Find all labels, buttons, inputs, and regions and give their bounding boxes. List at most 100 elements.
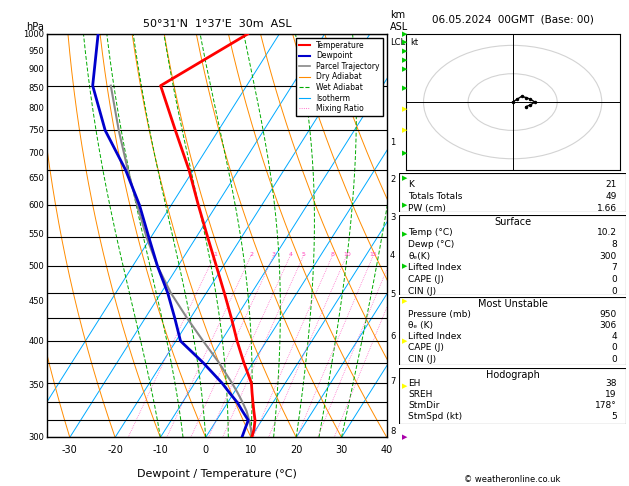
- Text: K: K: [408, 180, 415, 189]
- Text: ▶: ▶: [402, 57, 407, 63]
- Text: 950: 950: [599, 310, 617, 319]
- Text: 3: 3: [390, 213, 396, 222]
- Text: 1: 1: [213, 252, 217, 257]
- Text: ▶: ▶: [402, 151, 407, 156]
- Text: Surface: Surface: [494, 217, 532, 227]
- Text: ▶: ▶: [402, 66, 407, 72]
- Text: 2: 2: [249, 252, 253, 257]
- Text: 1000: 1000: [23, 30, 44, 38]
- Text: Totals Totals: Totals Totals: [408, 191, 463, 201]
- Text: CIN (J): CIN (J): [408, 287, 437, 295]
- Text: -20: -20: [107, 445, 123, 455]
- Text: 38: 38: [605, 379, 617, 388]
- Text: © weatheronline.co.uk: © weatheronline.co.uk: [464, 474, 561, 484]
- Text: 20: 20: [290, 445, 303, 455]
- Text: 0: 0: [611, 344, 617, 352]
- Text: km
ASL: km ASL: [390, 10, 408, 32]
- Text: 306: 306: [599, 321, 617, 330]
- Text: SREH: SREH: [408, 390, 433, 399]
- Text: 7: 7: [390, 377, 396, 385]
- Text: kt: kt: [410, 38, 418, 47]
- Text: ▶: ▶: [402, 31, 407, 37]
- Text: CAPE (J): CAPE (J): [408, 275, 444, 284]
- Text: Lifted Index: Lifted Index: [408, 332, 462, 341]
- Text: 0: 0: [611, 287, 617, 295]
- Legend: Temperature, Dewpoint, Parcel Trajectory, Dry Adiabat, Wet Adiabat, Isotherm, Mi: Temperature, Dewpoint, Parcel Trajectory…: [296, 38, 383, 116]
- Text: 8: 8: [390, 427, 396, 436]
- Text: 1: 1: [390, 138, 395, 147]
- Text: EH: EH: [408, 379, 421, 388]
- Text: 178°: 178°: [595, 401, 617, 410]
- Text: 900: 900: [28, 65, 44, 74]
- Text: ▶: ▶: [402, 175, 407, 181]
- Text: Lifted Index: Lifted Index: [408, 263, 462, 272]
- Text: ▶: ▶: [402, 298, 407, 305]
- Text: 4: 4: [289, 252, 292, 257]
- Text: 8: 8: [611, 240, 617, 249]
- Text: 350: 350: [28, 381, 44, 390]
- Text: 10.2: 10.2: [597, 228, 617, 238]
- Text: 2: 2: [390, 175, 395, 184]
- Text: 25: 25: [404, 252, 413, 257]
- Text: ▶: ▶: [402, 383, 407, 389]
- Text: θₑ(K): θₑ(K): [408, 252, 431, 260]
- Text: CIN (J): CIN (J): [408, 355, 437, 364]
- Text: 300: 300: [599, 252, 617, 260]
- Text: 15: 15: [370, 252, 377, 257]
- Text: ▶: ▶: [402, 48, 407, 54]
- Text: 30: 30: [335, 445, 348, 455]
- Text: 700: 700: [28, 149, 44, 158]
- Text: PW (cm): PW (cm): [408, 204, 447, 212]
- FancyBboxPatch shape: [399, 215, 626, 295]
- Text: ▶: ▶: [402, 338, 407, 344]
- Text: ▶: ▶: [402, 86, 407, 91]
- Text: ▶: ▶: [402, 434, 407, 440]
- Text: ▶: ▶: [402, 106, 407, 112]
- Text: StmDir: StmDir: [408, 401, 440, 410]
- Text: 5: 5: [302, 252, 306, 257]
- Text: ▶: ▶: [402, 231, 407, 237]
- Text: 500: 500: [28, 262, 44, 271]
- Text: 300: 300: [28, 433, 44, 442]
- Text: 850: 850: [28, 84, 44, 93]
- Text: 0: 0: [611, 355, 617, 364]
- Text: 4: 4: [611, 332, 617, 341]
- Text: 06.05.2024  00GMT  (Base: 00): 06.05.2024 00GMT (Base: 00): [431, 15, 594, 25]
- Text: 4: 4: [390, 251, 395, 260]
- Text: -10: -10: [152, 445, 169, 455]
- Text: 0: 0: [203, 445, 209, 455]
- Text: 3: 3: [272, 252, 276, 257]
- Text: ▶: ▶: [402, 39, 407, 46]
- Text: 6: 6: [390, 331, 396, 341]
- Text: 400: 400: [28, 336, 44, 346]
- Text: LCL: LCL: [390, 38, 405, 47]
- FancyBboxPatch shape: [399, 297, 626, 365]
- Text: ▶: ▶: [402, 263, 407, 269]
- FancyBboxPatch shape: [399, 368, 626, 424]
- Text: 0: 0: [611, 275, 617, 284]
- Text: hPa: hPa: [26, 21, 44, 32]
- Text: 800: 800: [28, 104, 44, 113]
- Text: Dewpoint / Temperature (°C): Dewpoint / Temperature (°C): [137, 469, 297, 479]
- Text: 550: 550: [28, 230, 44, 239]
- Text: Dewp (°C): Dewp (°C): [408, 240, 455, 249]
- Text: 8: 8: [331, 252, 335, 257]
- Text: 5: 5: [390, 290, 395, 299]
- Text: ▶: ▶: [402, 202, 407, 208]
- Text: 21: 21: [606, 180, 617, 189]
- Text: 450: 450: [28, 297, 44, 306]
- Text: 5: 5: [611, 412, 617, 421]
- Text: 40: 40: [381, 445, 393, 455]
- Text: Most Unstable: Most Unstable: [477, 299, 548, 310]
- Text: ▶: ▶: [402, 127, 407, 133]
- Text: θₑ (K): θₑ (K): [408, 321, 433, 330]
- Text: 20: 20: [389, 252, 397, 257]
- Text: 1.66: 1.66: [597, 204, 617, 212]
- Text: 750: 750: [28, 126, 44, 135]
- Text: Hodograph: Hodograph: [486, 369, 540, 380]
- Text: 950: 950: [28, 47, 44, 56]
- Text: 10: 10: [245, 445, 257, 455]
- Text: -30: -30: [62, 445, 78, 455]
- FancyBboxPatch shape: [399, 173, 626, 212]
- Text: Temp (°C): Temp (°C): [408, 228, 453, 238]
